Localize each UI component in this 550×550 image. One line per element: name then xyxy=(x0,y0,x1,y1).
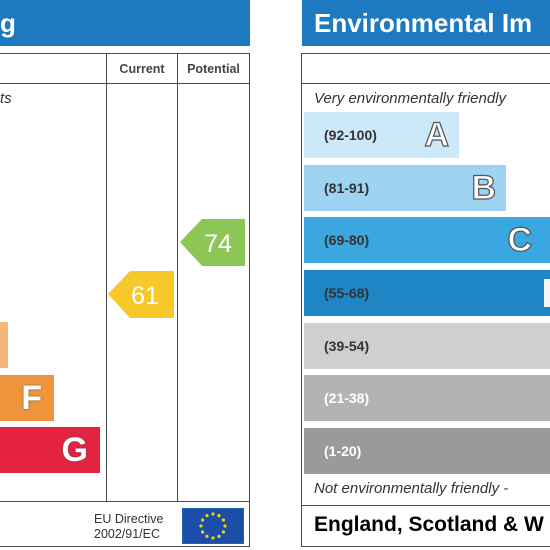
energy-top-note: ts xyxy=(0,90,12,107)
environment-footer-divider xyxy=(302,505,550,506)
environment-panel-header: Environmental Im xyxy=(302,0,550,46)
energy-col-divider-2 xyxy=(177,54,178,502)
eu-flag-star xyxy=(211,512,215,516)
potential-rating-arrow: 74 xyxy=(180,219,245,266)
current-rating-arrow: 61 xyxy=(108,271,174,318)
environment-band-d-letter-cut xyxy=(544,279,550,307)
environment-band-d-range: (55-68) xyxy=(324,285,370,301)
environment-panel-title: Environmental Im xyxy=(314,8,533,38)
potential-rating-value: 74 xyxy=(204,230,232,258)
environment-band-a: (92-100) A xyxy=(304,112,459,158)
energy-band-g: G xyxy=(0,427,100,473)
eu-flag-star xyxy=(217,534,221,538)
eu-flag-star xyxy=(221,518,225,522)
eu-flag-star xyxy=(201,530,205,534)
current-column-header: Current xyxy=(119,62,165,76)
energy-band-f-letter: F xyxy=(21,378,42,417)
potential-rating-arrow-shape xyxy=(180,219,245,266)
energy-footer-divider xyxy=(0,501,249,502)
eu-flag-star xyxy=(211,536,215,540)
eu-directive-line1: EU Directive xyxy=(94,512,164,526)
energy-band-f: F xyxy=(0,375,54,421)
energy-col-divider-1 xyxy=(106,54,107,502)
eu-flag-star xyxy=(223,524,227,528)
energy-band-e-partial xyxy=(0,322,8,368)
eu-flag-star xyxy=(205,534,209,538)
environment-band-g-range: (1-20) xyxy=(324,443,362,459)
potential-column-header: Potential xyxy=(187,62,240,76)
environment-band-d: (55-68) xyxy=(304,270,550,316)
environment-band-c-letter: C xyxy=(507,220,533,259)
current-rating-arrow-shape xyxy=(108,271,174,318)
environment-band-c-range: (69-80) xyxy=(324,232,370,248)
environment-band-c: (69-80) C xyxy=(304,217,550,263)
energy-header-divider xyxy=(0,83,249,84)
environment-header-divider xyxy=(302,83,550,84)
eu-flag-star xyxy=(217,514,221,518)
environment-band-e-range: (39-54) xyxy=(324,338,370,354)
energy-panel-title: g xyxy=(0,8,16,38)
environment-footer-region: England, Scotland & W xyxy=(314,513,544,536)
eu-flag-star xyxy=(199,524,203,528)
eu-flag-star xyxy=(201,518,205,522)
environment-band-f-range: (21-38) xyxy=(324,390,370,406)
energy-panel-header: g xyxy=(0,0,250,46)
current-rating-value: 61 xyxy=(131,282,159,310)
eu-flag-star xyxy=(221,530,225,534)
eu-directive-text: EU Directive 2002/91/EC xyxy=(94,512,182,542)
environment-band-a-letter: A xyxy=(424,115,450,154)
environment-band-e: (39-54) xyxy=(304,323,550,369)
eu-directive-line2: 2002/91/EC xyxy=(94,527,161,541)
environment-bands: (92-100) A (81-91) B (69-80) C (55-68) (… xyxy=(304,112,550,474)
environment-bottom-note: Not environmentally friendly - xyxy=(314,480,509,497)
eu-flag-star xyxy=(205,514,209,518)
environment-band-a-range: (92-100) xyxy=(324,127,377,143)
environment-band-b-letter: B xyxy=(471,168,497,207)
environment-band-b: (81-91) B xyxy=(304,165,506,211)
environment-top-note: Very environmentally friendly xyxy=(314,90,507,107)
environment-band-g: (1-20) xyxy=(304,428,550,474)
energy-band-g-letter: G xyxy=(61,430,88,469)
environment-band-f: (21-38) xyxy=(304,375,550,421)
eu-flag-icon xyxy=(182,508,244,544)
environment-band-b-range: (81-91) xyxy=(324,180,370,196)
